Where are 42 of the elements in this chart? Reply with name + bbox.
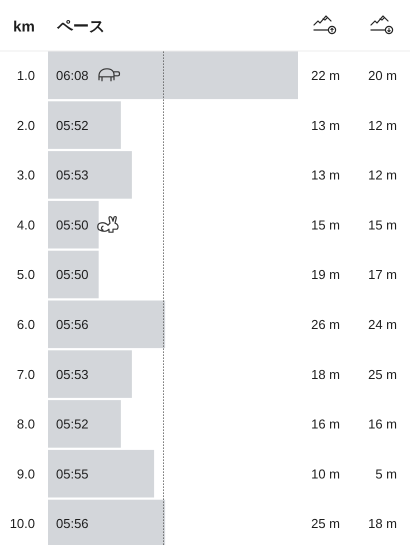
y-tick-label: 5.0 [16,267,35,282]
data-label: 05:52 [56,416,89,432]
data-label: 05:50 [56,217,89,232]
text: 13 m [311,168,340,183]
y-axis-title: km [13,18,35,36]
data-label: 05:52 [56,118,89,133]
data-label: 05:56 [56,317,89,332]
data-label: 05:53 [56,366,89,382]
y-tick-label: 10.0 [10,516,35,532]
text: 15 m [368,217,397,232]
text: 16 m [368,416,397,432]
text: 10 m [311,466,340,482]
text: 15 m [311,217,340,232]
data-label: 05:50 [56,267,89,282]
data-label: 05:53 [56,168,89,183]
text: 24 m [368,317,397,332]
data-label: 05:55 [56,466,89,482]
text: 22 m [311,68,340,83]
y-tick-label: 3.0 [16,168,35,183]
y-tick-label: 1.0 [16,68,35,83]
y-tick-label: 6.0 [16,317,35,332]
text: 12 m [368,118,397,133]
y-tick-label: 9.0 [16,466,35,482]
text: 18 m [311,366,340,382]
text: 19 m [311,267,340,282]
data-label: 06:08 [56,68,89,83]
text: 16 m [311,416,340,432]
text: 5 m [375,466,397,482]
y-tick-label: 4.0 [16,217,35,232]
text: 25 m [368,366,397,382]
x-axis-title: ペース [56,18,105,36]
text: 20 m [368,68,397,83]
text: 18 m [368,516,397,532]
text: 13 m [311,118,340,133]
text: 26 m [311,317,340,332]
y-tick-label: 2.0 [16,118,35,133]
text: 17 m [368,267,397,282]
y-tick-label: 8.0 [16,416,35,432]
data-label: 05:56 [56,516,89,532]
text: 25 m [311,516,340,532]
text: 12 m [368,168,397,183]
y-tick-label: 7.0 [16,366,35,382]
